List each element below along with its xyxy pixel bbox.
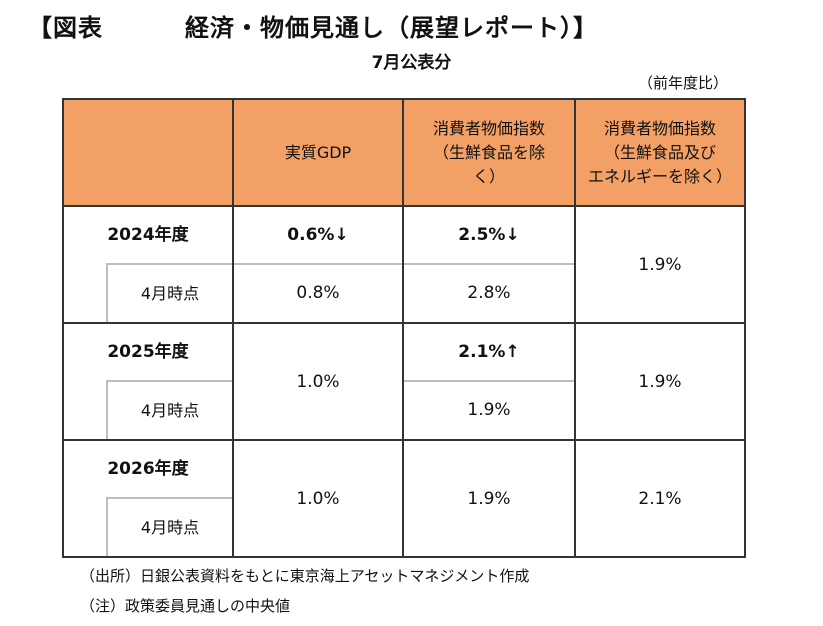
april-label: 4月時点 bbox=[106, 263, 232, 322]
gdp-2024-april: 0.8% bbox=[234, 263, 402, 322]
row-label-2026: 2026年度 4月時点 bbox=[62, 439, 234, 558]
row-label-2024: 2024年度 4月時点 bbox=[62, 205, 234, 324]
cpi-2024-april: 2.8% bbox=[404, 263, 574, 322]
cpi-2024: 2.5%↓ 2.8% bbox=[402, 205, 576, 324]
gdp-2024-july: 0.6%↓ bbox=[287, 225, 349, 245]
april-label: 4月時点 bbox=[106, 497, 232, 556]
row-label-2025: 2025年度 4月時点 bbox=[62, 322, 234, 441]
unit-note: （前年度比） bbox=[637, 74, 728, 92]
header-core-cpi: 消費者物価指数 （生鮮食品及び エネルギーを除く） bbox=[574, 98, 746, 207]
table-row: 2026年度 4月時点 1.0% 1.9% 2.1% bbox=[62, 439, 746, 558]
header-cpi: 消費者物価指数 （生鮮食品を除 く） bbox=[402, 98, 576, 207]
table-row: 2025年度 4月時点 1.0% 2.1%↑ 1.9% 1.9% bbox=[62, 322, 746, 441]
title-right: 経済・物価見通し（展望レポート）】 bbox=[185, 14, 598, 42]
year-label: 2024年度 bbox=[107, 225, 189, 245]
source-note: （出所）日銀公表資料をもとに東京海上アセットマネジメント作成 bbox=[80, 567, 530, 585]
core-cpi-2024: 1.9% bbox=[574, 205, 746, 324]
core-cpi-2026: 2.1% bbox=[574, 439, 746, 558]
header-gdp: 実質GDP bbox=[232, 98, 404, 207]
subtitle: 7月公表分 bbox=[371, 53, 452, 73]
year-label: 2026年度 bbox=[107, 459, 189, 479]
title-left: 【図表 bbox=[28, 14, 103, 42]
cpi-2025-july: 2.1%↑ bbox=[458, 342, 520, 362]
april-label: 4月時点 bbox=[106, 380, 232, 439]
cpi-2024-july: 2.5%↓ bbox=[458, 225, 520, 245]
figure-title: 【図表 経済・物価見通し（展望レポート）】 bbox=[28, 8, 598, 43]
year-label: 2025年度 bbox=[107, 342, 189, 362]
cpi-2025-april: 1.9% bbox=[404, 380, 574, 439]
cpi-2025: 2.1%↑ 1.9% bbox=[402, 322, 576, 441]
gdp-2024: 0.6%↓ 0.8% bbox=[232, 205, 404, 324]
core-cpi-2025: 1.9% bbox=[574, 322, 746, 441]
outlook-table: 実質GDP 消費者物価指数 （生鮮食品を除 く） 消費者物価指数 （生鮮食品及び… bbox=[62, 98, 746, 558]
median-note: （注）政策委員見通しの中央値 bbox=[80, 597, 291, 615]
gdp-2025: 1.0% bbox=[232, 322, 404, 441]
table-header-row: 実質GDP 消費者物価指数 （生鮮食品を除 く） 消費者物価指数 （生鮮食品及び… bbox=[62, 98, 746, 207]
header-empty-cell bbox=[62, 98, 234, 207]
table-row: 2024年度 4月時点 0.6%↓ 0.8% 2.5%↓ 2.8% 1.9% bbox=[62, 205, 746, 324]
cpi-2026: 1.9% bbox=[402, 439, 576, 558]
gdp-2026: 1.0% bbox=[232, 439, 404, 558]
